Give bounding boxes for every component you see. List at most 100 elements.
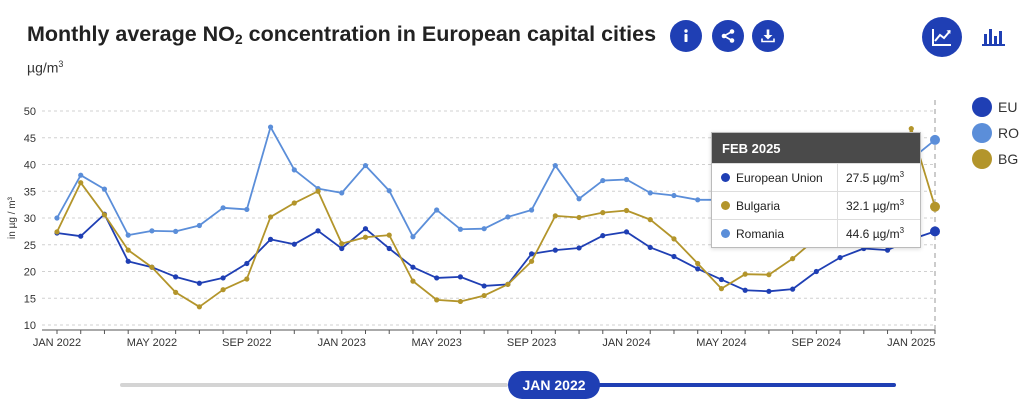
data-point <box>576 245 582 251</box>
y-tick-label: 15 <box>24 293 36 305</box>
tooltip-row-eu: European Union 27.5 µg/m3 <box>712 163 920 191</box>
data-point <box>339 245 345 252</box>
data-point <box>362 226 369 232</box>
data-point <box>695 260 701 267</box>
tooltip-row-ro: Romania 44.6 µg/m3 <box>712 219 920 247</box>
data-point <box>647 244 653 251</box>
y-tick-label: 50 <box>24 106 36 118</box>
download-button[interactable] <box>752 20 784 52</box>
data-point <box>196 304 202 310</box>
data-point <box>457 274 464 280</box>
data-point <box>457 226 464 232</box>
data-point <box>576 214 582 221</box>
data-point <box>291 167 297 173</box>
share-icon <box>721 29 735 43</box>
data-point <box>125 232 131 238</box>
legend-item-ro[interactable]: RO <box>972 120 1019 145</box>
data-point <box>671 192 677 199</box>
data-point <box>125 247 131 253</box>
download-icon <box>761 29 775 43</box>
tooltip-name: Romania <box>736 226 785 241</box>
data-point <box>623 176 630 183</box>
time-slider-handle[interactable]: JAN 2022 <box>508 371 600 399</box>
data-point <box>718 286 725 292</box>
data-point <box>149 264 155 270</box>
y-tick-label: 25 <box>24 240 36 252</box>
tooltip-value: 32.1 µg/m3 <box>846 198 905 213</box>
share-button[interactable] <box>712 20 744 52</box>
data-point <box>481 226 487 232</box>
data-point <box>552 162 558 169</box>
data-point <box>267 236 274 242</box>
data-point <box>623 207 630 214</box>
data-point <box>244 260 250 267</box>
data-point <box>173 274 179 280</box>
data-point <box>600 233 606 239</box>
tooltip-value: 27.5 µg/m3 <box>846 170 905 185</box>
data-point <box>837 254 843 261</box>
data-point <box>671 236 677 242</box>
data-point <box>528 207 535 213</box>
data-point <box>220 205 226 211</box>
data-point <box>908 126 914 132</box>
legend-label-eu: EU <box>998 98 1018 115</box>
y-tick-label: 35 <box>24 186 36 198</box>
data-point <box>434 297 440 303</box>
info-button[interactable] <box>670 20 702 52</box>
data-point <box>101 212 108 218</box>
data-point <box>291 241 297 247</box>
data-point <box>244 276 250 282</box>
data-point <box>54 229 60 235</box>
data-point <box>930 134 940 145</box>
data-point <box>671 253 677 260</box>
data-point <box>267 214 274 220</box>
data-point <box>101 186 108 192</box>
bar-view-button[interactable] <box>978 20 1010 52</box>
slider-track-right[interactable] <box>598 383 896 387</box>
data-point <box>505 281 511 287</box>
y-tick-label: 45 <box>24 133 36 145</box>
data-point <box>386 245 392 252</box>
data-point <box>125 258 131 264</box>
legend-dot-ro <box>972 122 992 143</box>
tooltip-dot-bg <box>721 201 730 210</box>
x-tick-label: MAY 2024 <box>696 337 746 349</box>
tooltip-name: Bulgaria <box>736 198 781 213</box>
data-point <box>434 275 440 281</box>
data-point <box>173 228 179 234</box>
data-point <box>528 251 535 257</box>
legend-item-eu[interactable]: EU <box>972 94 1019 119</box>
data-point <box>339 190 345 196</box>
data-point <box>790 286 796 292</box>
data-point <box>386 188 392 194</box>
y-tick-label: 10 <box>24 320 36 332</box>
legend-item-bg[interactable]: BG <box>972 146 1019 171</box>
chart-title: Monthly average NO2 concentration in Eur… <box>27 22 657 47</box>
slider-track-left[interactable] <box>120 383 508 387</box>
x-tick-label: JAN 2025 <box>887 337 935 349</box>
data-point <box>481 292 487 299</box>
tooltip: FEB 2025 European Union 27.5 µg/m3 Bulga… <box>711 132 921 248</box>
tooltip-row-bg: Bulgaria 32.1 µg/m3 <box>712 191 920 219</box>
data-point <box>695 197 701 203</box>
data-point <box>600 177 606 184</box>
data-point <box>790 256 796 262</box>
y-tick-label: 30 <box>24 213 36 225</box>
line-view-button[interactable] <box>922 17 962 57</box>
data-point <box>362 234 369 240</box>
data-point <box>410 264 416 270</box>
x-tick-label: MAY 2022 <box>127 337 177 349</box>
data-point <box>695 266 701 272</box>
data-point <box>196 280 202 286</box>
tooltip-value: 44.6 µg/m3 <box>846 226 905 241</box>
data-point <box>339 241 345 247</box>
data-point <box>362 162 369 169</box>
data-point <box>196 222 202 229</box>
data-point <box>410 234 416 240</box>
info-icon <box>684 29 688 42</box>
line-chart-icon <box>932 29 951 46</box>
data-point <box>600 210 606 216</box>
series-line-eu <box>56 213 936 293</box>
data-point <box>552 213 558 219</box>
data-point <box>220 287 226 293</box>
